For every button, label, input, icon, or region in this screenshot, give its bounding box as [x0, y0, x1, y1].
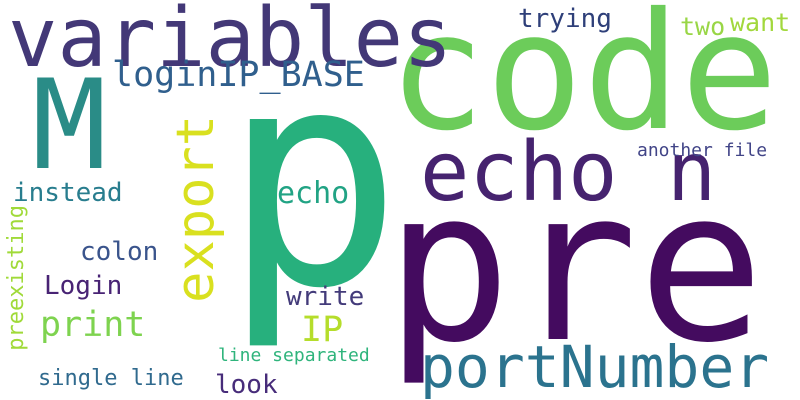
- word-want: want: [730, 8, 791, 37]
- word-variables: variables: [8, 0, 453, 86]
- word-pre: pre: [385, 144, 765, 389]
- word-ip: IP: [301, 310, 344, 350]
- word-line-separated: line separated: [218, 345, 370, 366]
- word-print: print: [40, 305, 146, 345]
- word-preexisting: preexisting: [4, 205, 29, 351]
- word-m: M: [32, 54, 107, 198]
- word-portnumber: portNumber: [420, 333, 770, 400]
- word-export: export: [166, 115, 226, 303]
- word-two: two: [680, 12, 726, 41]
- word-p: p: [222, 5, 403, 354]
- word-write: write: [286, 282, 365, 312]
- word-another-file: another file: [637, 140, 768, 161]
- word-colon: colon: [80, 237, 159, 267]
- word-login: Login: [44, 271, 123, 301]
- word-instead: instead: [13, 178, 123, 208]
- word-echo-n: echo n: [420, 125, 717, 220]
- word-look: look: [215, 370, 278, 400]
- word-echo: echo: [277, 176, 350, 211]
- word-code: code: [388, 0, 779, 167]
- word-loginip-base: loginIP_BASE: [112, 55, 365, 95]
- word-single-line: single line: [38, 366, 184, 391]
- word-trying: trying: [518, 4, 612, 34]
